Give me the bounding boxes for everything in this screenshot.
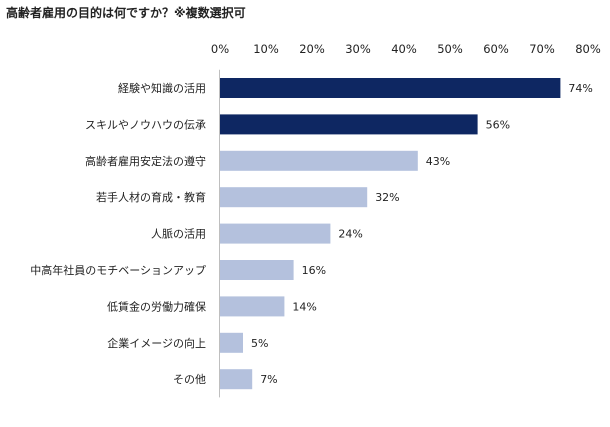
value-label: 14% xyxy=(292,300,316,313)
value-label: 32% xyxy=(375,191,399,204)
x-tick-label: 60% xyxy=(483,42,509,56)
bar xyxy=(220,187,368,208)
value-label: 56% xyxy=(486,118,510,131)
category-label: 中高年社員のモチベーションアップ xyxy=(30,263,206,277)
bar xyxy=(220,78,561,98)
category-label: 経験や知識の活用 xyxy=(118,81,206,95)
category-labels: 経験や知識の活用スキルやノウハウの伝承高齢者雇用安定法の遵守若手人材の育成・教育… xyxy=(30,81,206,386)
category-label: 高齢者雇用安定法の遵守 xyxy=(85,154,206,168)
x-tick-label: 50% xyxy=(437,42,463,56)
x-tick-label: 20% xyxy=(299,42,325,56)
x-tick-label: 40% xyxy=(391,42,417,56)
value-label: 74% xyxy=(568,82,592,95)
x-tick-label: 0% xyxy=(211,42,229,56)
x-tick-label: 10% xyxy=(253,42,279,56)
bar xyxy=(220,150,418,171)
category-label: 低賃金の労働力確保 xyxy=(107,299,206,313)
bar xyxy=(220,296,285,317)
x-tick-label: 70% xyxy=(529,42,555,56)
category-label: 企業イメージの向上 xyxy=(107,336,206,350)
bar xyxy=(220,332,243,353)
value-label: 5% xyxy=(251,337,268,350)
bar xyxy=(220,260,294,280)
bar xyxy=(220,369,253,390)
category-label: スキルやノウハウの伝承 xyxy=(85,118,206,131)
value-label: 43% xyxy=(426,155,450,168)
value-label: 24% xyxy=(338,228,362,241)
bar xyxy=(220,114,478,135)
x-tick-label: 80% xyxy=(575,42,601,56)
category-label: 人脈の活用 xyxy=(151,227,206,241)
value-label: 16% xyxy=(302,264,326,277)
bars xyxy=(220,78,561,390)
bar xyxy=(220,223,331,244)
value-label: 7% xyxy=(260,373,277,386)
x-axis-ticks: 0% 10% 20% 30% 40% 50% 60% 70% 80% xyxy=(211,42,601,56)
value-labels: 74% 56% 43% 32% 24% 16% 14% 5% 7% xyxy=(251,82,593,386)
category-label: 若手人材の育成・教育 xyxy=(96,190,206,204)
category-label: その他 xyxy=(173,373,206,386)
x-tick-label: 30% xyxy=(345,42,371,56)
chart-title: 高齢者雇用の目的は何ですか？※複数選択可 xyxy=(6,6,246,20)
